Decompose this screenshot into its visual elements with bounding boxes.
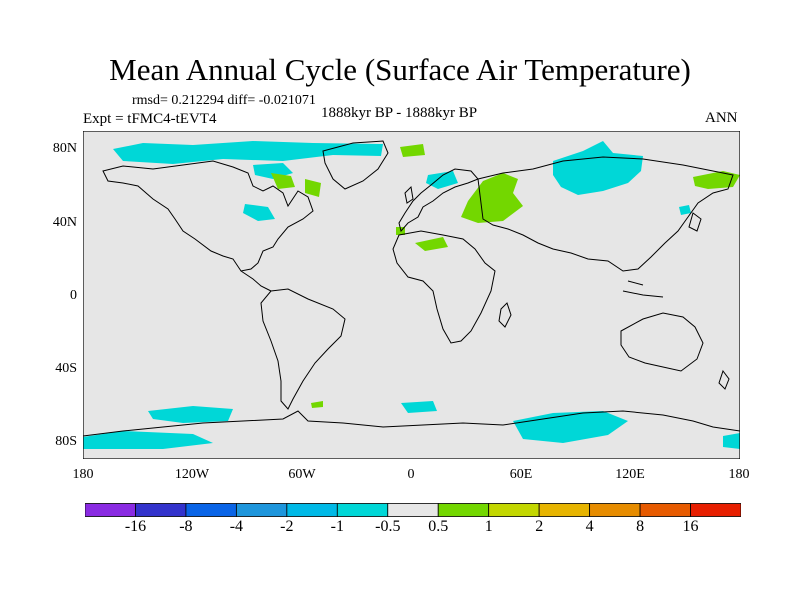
colorbar-label: 16: [682, 518, 699, 535]
colorbar-box: [235, 503, 288, 517]
lon-tick-120e: 120E: [615, 467, 645, 482]
coast-africa: [392, 230, 496, 344]
colorbar-label: -8: [179, 518, 193, 535]
coast-new-zealand: [718, 369, 730, 390]
colorbar-box: [639, 503, 691, 517]
anomaly-hudson: [243, 204, 275, 221]
colorbar-box: [387, 503, 439, 517]
diff-label: diff=: [227, 93, 256, 108]
colorbar-box: [336, 503, 389, 517]
coast-australia: [620, 312, 704, 372]
anomaly-so-far-east: [723, 433, 740, 449]
colorbar-box: [538, 503, 591, 517]
period-label: 1888kyr BP - 1888kyr BP: [321, 105, 478, 121]
colorbar-label: -16: [124, 518, 147, 535]
anomaly-caspian-warm: [461, 173, 523, 223]
colorbar-box: [185, 503, 237, 517]
colorbar-label: -0.5: [375, 518, 401, 535]
lat-tick-0: 0: [70, 288, 77, 303]
lon-tick-180e: 180: [728, 467, 750, 482]
anomaly-siberia: [553, 141, 643, 195]
colorbar-label: -2: [280, 518, 294, 535]
colorbar-box: [488, 503, 540, 517]
rmsd-label: rmsd=: [132, 93, 168, 108]
coast-central-america: [240, 270, 272, 292]
anomaly-kamchatka-warm: [693, 171, 740, 189]
stats-line: rmsd= 0.212294 diff= -0.021071: [132, 93, 316, 109]
coast-europe: [398, 168, 479, 233]
map-panel: [83, 131, 740, 459]
colorbar-box: [135, 503, 187, 517]
anomaly-barents-warm: [400, 144, 425, 157]
plot-title: Mean Annual Cycle (Surface Air Temperatu…: [109, 52, 691, 87]
colorbar-box: [437, 503, 490, 517]
colorbar-box: [690, 503, 741, 517]
anomaly-so-warm: [311, 401, 323, 408]
lat-tick-80n: 80N: [52, 141, 77, 156]
lat-tick-40n: 40N: [52, 215, 77, 230]
anomaly-arctic-canada: [113, 141, 383, 164]
coast-japan: [688, 212, 702, 232]
lon-tick-180w: 180: [72, 467, 94, 482]
coast-asia: [477, 156, 734, 272]
coast-indonesia: [622, 280, 664, 298]
lon-tick-60w: 60W: [288, 467, 316, 482]
colorbar-box: [589, 503, 641, 517]
lon-tick-60e: 60E: [509, 467, 533, 482]
anomaly-greenland-sea: [426, 171, 458, 189]
colorbar-label: -4: [229, 518, 244, 535]
anomaly-kamchatka-cool: [679, 205, 691, 215]
colorbar-label: -1: [330, 518, 344, 535]
coast-antarctica: [83, 410, 740, 437]
colorbar-label: 8: [636, 518, 645, 535]
anomaly-labrador-warm: [305, 179, 321, 197]
colorbar-label: 0.5: [428, 518, 449, 535]
colorbar-label: 4: [585, 518, 594, 535]
lat-tick-80s: 80S: [55, 434, 77, 449]
anomaly-sahara-warm: [415, 237, 448, 251]
colorbar-box: [85, 503, 136, 517]
colorbar-label: 1: [484, 518, 493, 535]
anomaly-north-america-warm: [271, 173, 295, 189]
coast-madagascar: [498, 302, 512, 328]
colorbar-box: [286, 503, 338, 517]
lat-tick-40s: 40S: [55, 361, 77, 376]
coastlines: [83, 140, 740, 437]
rmsd-value: 0.212294: [171, 93, 224, 108]
anomaly-so-west2: [83, 431, 213, 449]
coast-greenland: [322, 140, 389, 190]
season-label: ANN: [705, 110, 738, 126]
diff-value: -0.021071: [258, 93, 316, 108]
anomaly-so-central: [401, 401, 437, 413]
lon-tick-120w: 120W: [174, 467, 210, 482]
coast-uk: [404, 185, 414, 204]
colorbar: [85, 503, 741, 517]
experiment-label: Expt = tFMC4-tEVT4: [83, 111, 217, 127]
coast-north-america: [102, 160, 314, 272]
anomaly-so-west: [148, 406, 233, 423]
lon-tick-0: 0: [407, 467, 415, 482]
coast-south-america: [260, 288, 346, 410]
colorbar-label: 2: [535, 518, 544, 535]
